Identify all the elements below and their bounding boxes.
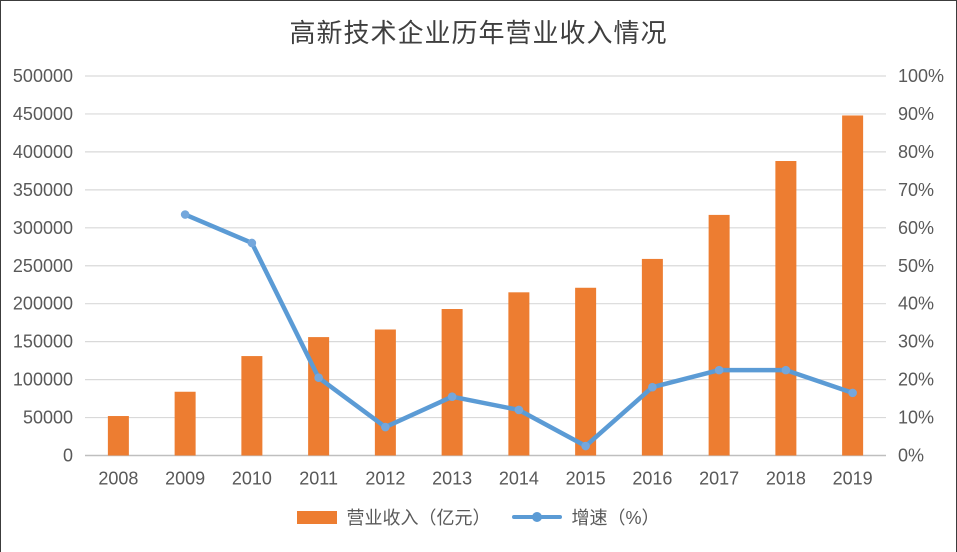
revenue-bar <box>708 214 730 456</box>
chart-title: 高新技术企业历年营业收入情况 <box>289 19 668 48</box>
x-axis-tick-label: 2014 <box>499 469 539 489</box>
left-axis-tick-label: 150000 <box>13 332 73 352</box>
x-axis-tick-label: 2009 <box>165 469 205 489</box>
right-axis-tick-label: 50% <box>898 256 934 276</box>
growth-line-marker <box>180 210 190 219</box>
right-axis-tick-label: 30% <box>898 332 934 352</box>
legend-item-revenue: 营业收入（亿元） <box>297 504 490 530</box>
x-axis-tick-label: 2019 <box>833 469 873 489</box>
left-axis-tick-label: 250000 <box>13 256 73 276</box>
left-axis-tick-label: 200000 <box>13 294 73 314</box>
x-axis-tick-label: 2017 <box>699 469 739 489</box>
x-axis-tick-label: 2013 <box>432 469 472 489</box>
revenue-bar <box>107 416 129 456</box>
growth-line-marker <box>714 365 724 375</box>
left-axis-tick-label: 450000 <box>13 104 73 124</box>
revenue-bar <box>575 287 597 456</box>
left-axis-tick-label: 300000 <box>13 218 73 238</box>
growth-line-marker <box>648 382 657 392</box>
right-axis-tick-label: 70% <box>898 180 934 200</box>
legend-item-growth: 增速（%） <box>512 504 660 530</box>
revenue-bar <box>775 161 797 456</box>
right-axis-tick-label: 0% <box>898 446 924 466</box>
growth-line-marker <box>447 392 457 401</box>
right-axis-tick-label: 10% <box>898 408 934 428</box>
growth-line-marker <box>848 388 857 398</box>
growth-line-marker <box>381 422 390 432</box>
left-axis-tick-label: 50000 <box>23 408 73 428</box>
growth-line-marker <box>581 441 590 451</box>
left-axis-tick-label: 0 <box>63 446 73 466</box>
x-axis-tick-label: 2008 <box>98 469 138 489</box>
left-axis-tick-label: 500000 <box>13 66 73 86</box>
x-axis-tick-label: 2015 <box>566 469 606 489</box>
growth-line-swatch-icon <box>512 512 563 522</box>
right-axis-tick-label: 100% <box>898 66 944 86</box>
revenue-bar <box>308 337 330 456</box>
growth-line-marker <box>247 238 257 248</box>
left-axis-tick-label: 350000 <box>13 180 73 200</box>
x-axis-tick-label: 2018 <box>766 469 806 489</box>
x-axis-tick-label: 2011 <box>299 469 338 489</box>
right-axis-tick-label: 80% <box>898 142 934 162</box>
right-axis-tick-label: 60% <box>898 218 934 238</box>
left-axis-tick-label: 100000 <box>13 370 73 390</box>
revenue-bar <box>441 309 463 456</box>
x-axis-tick-label: 2012 <box>365 469 405 489</box>
legend: 营业收入（亿元） 增速（%） <box>1 504 956 530</box>
x-axis-tick-label: 2010 <box>232 469 272 489</box>
revenue-bar <box>374 329 396 456</box>
growth-line-marker <box>781 365 791 375</box>
legend-label-growth: 增速（%） <box>571 508 660 528</box>
revenue-bar <box>241 356 263 456</box>
growth-line-marker <box>514 405 524 415</box>
left-axis-tick-label: 400000 <box>13 142 73 162</box>
growth-line-marker <box>314 373 323 383</box>
revenue-bar-swatch-icon <box>297 510 338 524</box>
legend-label-revenue: 营业收入（亿元） <box>346 508 491 528</box>
revenue-bar <box>174 391 196 456</box>
revenue-bar <box>508 292 530 456</box>
right-axis-tick-label: 20% <box>898 370 934 390</box>
revenue-bar <box>641 258 663 456</box>
x-axis-tick-label: 2016 <box>632 469 672 489</box>
line-marker-icon <box>532 512 543 522</box>
right-axis-tick-label: 90% <box>898 104 934 124</box>
revenue-bar <box>842 115 864 456</box>
right-axis-tick-label: 40% <box>898 294 934 314</box>
